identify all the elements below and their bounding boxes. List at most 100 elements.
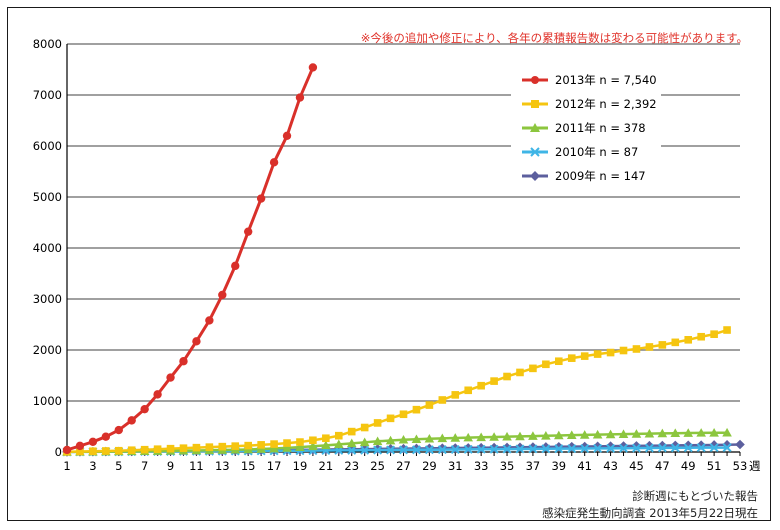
x-tick-label: 5: [115, 459, 122, 473]
x-tick-label: 1: [63, 459, 70, 473]
data-point: [670, 440, 681, 451]
data-point: [463, 443, 474, 453]
data-point: [541, 430, 551, 440]
data-point: [670, 443, 680, 453]
x-tick-label: 29: [422, 459, 437, 473]
data-point: [308, 441, 318, 451]
data-point: [269, 158, 279, 167]
data-point: [386, 445, 396, 455]
data-point: [398, 445, 409, 455]
data-point: [657, 428, 668, 438]
data-point: [270, 440, 278, 448]
data-point: [463, 432, 474, 442]
y-tick-label: 6000: [33, 139, 62, 153]
data-point: [619, 346, 628, 355]
data-point: [372, 436, 383, 446]
data-point: [477, 381, 485, 390]
source-note-diagnosis: 診断週にもとづいた報告: [632, 489, 758, 503]
data-point: [735, 439, 745, 450]
data-point: [530, 123, 540, 132]
data-point: [529, 364, 537, 373]
x-tick-label: 35: [500, 459, 515, 473]
series-line: [66, 328, 728, 453]
data-point: [567, 444, 577, 454]
data-point: [114, 446, 123, 455]
legend-item: 2009年 n = 147: [522, 169, 646, 183]
data-point: [179, 357, 188, 366]
legend-item: 2011年 n = 378: [522, 121, 646, 135]
data-point: [218, 442, 227, 451]
data-point: [606, 348, 615, 357]
data-point: [555, 357, 563, 366]
data-point: [257, 441, 265, 449]
data-point: [657, 443, 667, 453]
data-point: [62, 445, 72, 455]
data-point: [490, 377, 498, 385]
x-tick-label: 23: [344, 459, 359, 473]
data-point: [644, 428, 655, 438]
data-point: [205, 443, 214, 451]
data-point: [360, 423, 369, 432]
data-point: [723, 326, 731, 334]
data-point: [489, 432, 499, 441]
data-point: [722, 443, 732, 453]
data-point: [619, 443, 629, 453]
data-point: [709, 443, 719, 453]
x-tick-label: 49: [681, 459, 696, 473]
data-point: [502, 444, 512, 454]
series-2013: [62, 63, 318, 455]
data-point: [554, 430, 564, 440]
y-tick-label: 1000: [33, 394, 62, 408]
x-tick-label: 25: [370, 459, 385, 473]
data-point: [450, 443, 461, 453]
data-point: [516, 368, 524, 377]
data-point: [464, 386, 473, 395]
data-point: [295, 442, 305, 451]
y-tick-label: 2000: [33, 343, 62, 357]
x-tick-label: 39: [551, 459, 566, 473]
data-point: [515, 442, 525, 453]
data-point: [360, 445, 370, 455]
x-tick-label: 43: [603, 459, 618, 473]
data-point: [531, 100, 539, 108]
data-point: [88, 437, 98, 446]
data-point: [192, 443, 201, 452]
data-point: [412, 405, 421, 414]
x-tick-label: 3: [89, 459, 96, 473]
data-point: [102, 447, 110, 455]
data-point: [476, 442, 486, 453]
x-tick-label: 27: [396, 459, 411, 473]
data-point: [140, 404, 149, 414]
x-tick-label: 31: [448, 459, 463, 473]
y-tick-label: 3000: [33, 292, 62, 306]
x-tick-label: 53: [733, 459, 748, 473]
data-point: [424, 433, 435, 443]
data-point: [75, 441, 85, 451]
chart-frame: ※今後の追加や修正により、各年の累積報告数は変わる可能性があります。 0 1000…: [7, 7, 771, 521]
legend-label: 2013年 n = 7,540: [555, 73, 657, 87]
data-point: [243, 227, 253, 236]
data-point: [373, 445, 383, 455]
x-tick-label: 17: [267, 459, 282, 473]
data-point: [89, 447, 97, 456]
data-point: [334, 431, 343, 440]
data-point: [709, 427, 719, 437]
data-point: [566, 441, 577, 452]
data-point: [579, 430, 590, 439]
data-point: [503, 372, 511, 381]
x-tick-label: 15: [241, 459, 256, 473]
data-point: [697, 332, 705, 341]
data-point: [658, 341, 667, 349]
data-point: [618, 429, 629, 438]
data-point: [530, 171, 540, 181]
x-tick-label: 45: [629, 459, 644, 473]
data-point: [347, 427, 356, 436]
data-point: [606, 443, 616, 453]
data-point: [140, 445, 149, 454]
data-point: [373, 419, 382, 427]
data-point: [283, 439, 291, 447]
data-point: [179, 444, 188, 452]
data-point: [295, 93, 305, 102]
legend-label: 2010年 n = 87: [555, 145, 638, 159]
